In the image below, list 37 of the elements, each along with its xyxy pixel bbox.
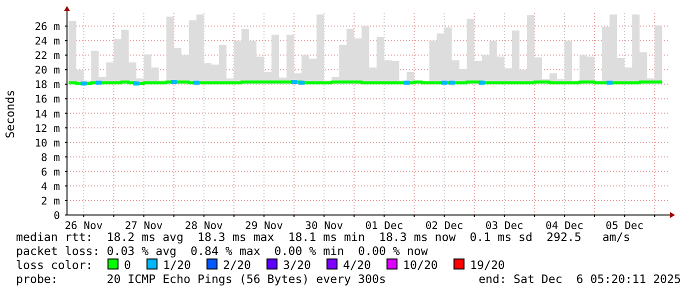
y-tick-label: 0: [54, 210, 60, 222]
x-tick-label: 27 Nov: [124, 220, 163, 232]
x-tick-label: 04 Dec: [546, 220, 584, 232]
legend-label: 1/20: [163, 258, 191, 272]
y-tick-label: 18 m: [34, 79, 60, 92]
y-axis-title: Seconds: [3, 90, 17, 138]
x-tick-label: 28 Nov: [184, 220, 223, 232]
legend-label: 4/20: [343, 258, 371, 272]
x-tick-label: 03 Dec: [485, 220, 524, 232]
x-tick-label: 26 Nov: [64, 220, 103, 232]
text: packet loss: 0.03 % avg 0.84 % max 0.00 % min 0.00 % now: [16, 244, 428, 258]
x-tick-label: 29 Nov: [245, 220, 283, 232]
legend-label: 3/20: [283, 258, 311, 272]
y-tick-label: 4 m: [41, 180, 60, 193]
x-tick-label: 05 Dec: [606, 220, 644, 232]
y-tick-label: 8 m: [41, 152, 60, 164]
y-tick-label: 6 m: [41, 166, 60, 178]
x-tick-label: 01 Dec: [365, 220, 404, 232]
y-tick-label: 14 m: [34, 108, 60, 120]
y-tick-label: 20 m: [34, 64, 60, 77]
text: probe: 20 ICMP Echo Pings (56 Bytes) every 300s: [16, 272, 386, 286]
legend-label: 10/20: [403, 258, 438, 272]
legend-label: 19/20: [470, 258, 505, 272]
text: median rtt: 18.2 ms avg 18.3 ms max 18.1 ms min 18.3 ms now 0.1 ms sd 292.5 am/s: [16, 230, 630, 244]
text: end: Sat Dec 6 05:20:11 2025: [478, 272, 682, 286]
y-tick-label: 2 m: [41, 195, 60, 208]
legend-title: loss color:: [16, 258, 93, 272]
y-tick-label: 24 m: [34, 36, 60, 48]
y-tick-label: 10 m: [34, 137, 60, 150]
legend-label: 0: [124, 258, 131, 272]
y-tick-label: 26 m: [34, 21, 60, 34]
x-tick-label: 02 Dec: [425, 220, 464, 232]
y-tick-label: 12 m: [34, 122, 60, 135]
y-tick-label: 16 m: [34, 94, 60, 106]
legend-label: 2/20: [223, 258, 251, 272]
y-tick-label: 22 m: [34, 50, 60, 62]
x-tick-label: 30 Nov: [305, 220, 344, 232]
